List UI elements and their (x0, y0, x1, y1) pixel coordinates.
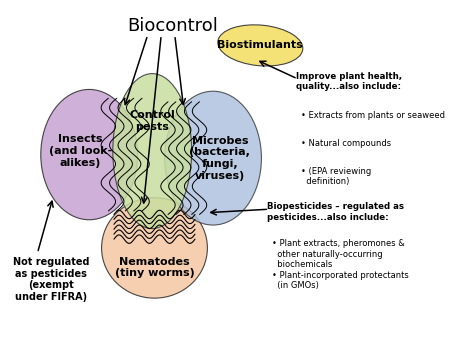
Ellipse shape (41, 89, 137, 220)
Text: • Plant extracts, pheromones &
  other naturally-occurring
  biochemicals: • Plant extracts, pheromones & other nat… (272, 239, 404, 269)
Ellipse shape (164, 91, 262, 225)
Text: Insects
(and look-
alikes): Insects (and look- alikes) (48, 135, 112, 168)
Text: Biopesticides – regulated as
pesticides...also include:: Biopesticides – regulated as pesticides.… (267, 202, 404, 222)
Text: Improve plant health,
quality...also include:: Improve plant health, quality...also inc… (296, 72, 402, 91)
Text: • Plant-incorporated protectants
  (in GMOs): • Plant-incorporated protectants (in GMO… (272, 271, 408, 290)
Text: • (EPA reviewing
  definition): • (EPA reviewing definition) (301, 167, 371, 186)
Ellipse shape (113, 73, 191, 229)
Text: Nematodes
(tiny worms): Nematodes (tiny worms) (115, 257, 194, 278)
Text: • Natural compounds: • Natural compounds (301, 139, 391, 148)
Ellipse shape (101, 198, 208, 298)
Ellipse shape (218, 25, 303, 66)
Text: Not regulated
as pesticides
(exempt
under FIFRA): Not regulated as pesticides (exempt unde… (13, 257, 89, 302)
Text: • Extracts from plants or seaweed: • Extracts from plants or seaweed (301, 110, 445, 120)
Text: Biostimulants: Biostimulants (218, 40, 303, 50)
Text: Biocontrol: Biocontrol (127, 17, 218, 35)
Text: Microbes
(bacteria,
fungi,
viruses): Microbes (bacteria, fungi, viruses) (189, 136, 250, 181)
Text: Control
pests: Control pests (129, 110, 175, 132)
